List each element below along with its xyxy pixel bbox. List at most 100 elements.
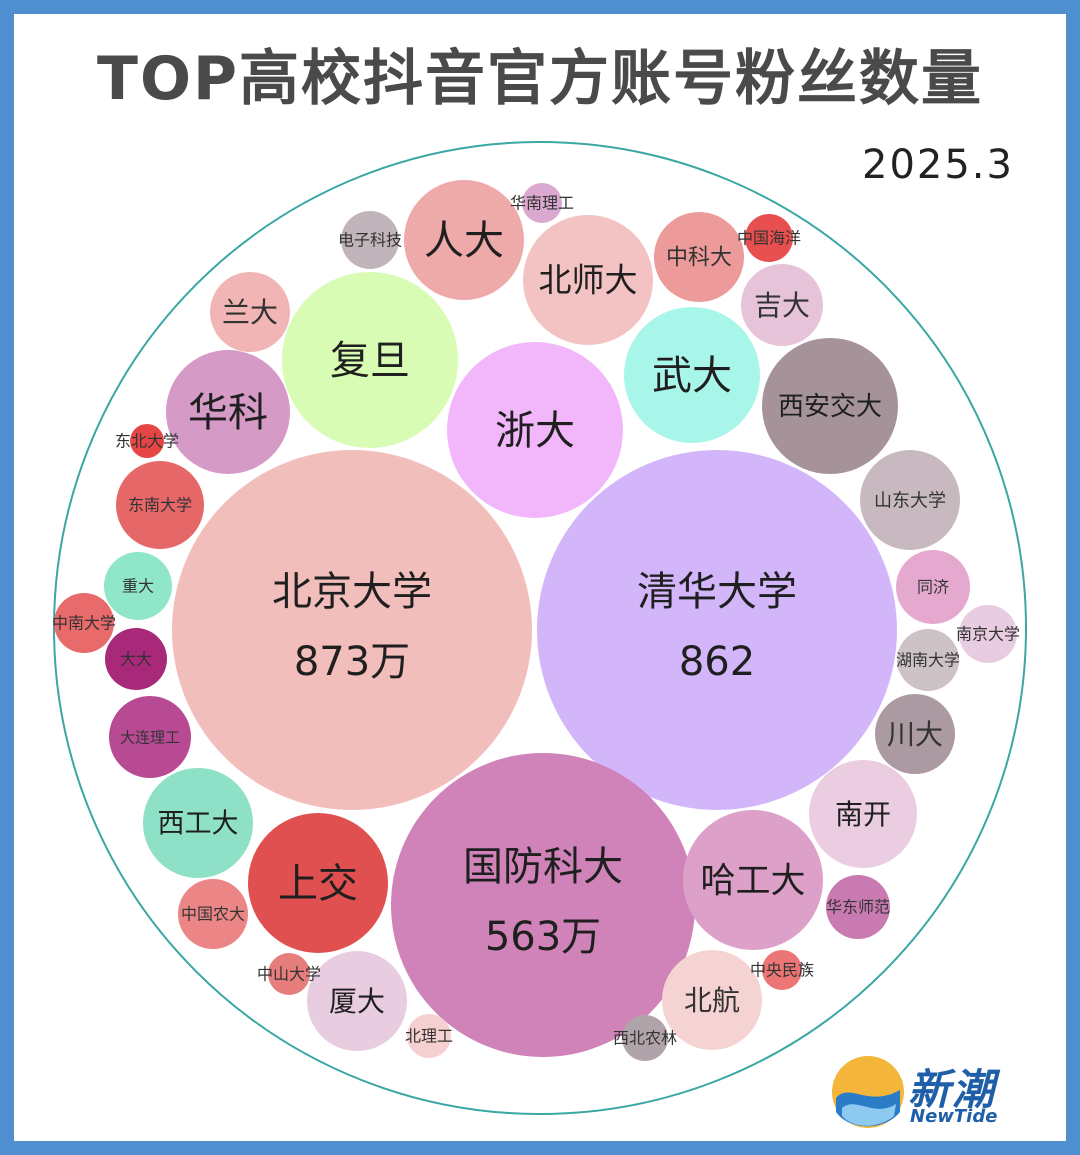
bubble-21: 川大 bbox=[875, 694, 955, 774]
bubble-label: 北京大学 bbox=[272, 569, 432, 615]
bubble-label: 重大 bbox=[122, 577, 154, 596]
bubble-label: 兰大 bbox=[222, 296, 278, 329]
bubble-label: 华科 bbox=[188, 390, 268, 436]
bubble-circle bbox=[622, 1015, 668, 1061]
bubble-label: 人大 bbox=[424, 218, 504, 264]
bubble-label: 中央民族 bbox=[750, 961, 814, 980]
bubble-10: 人大 bbox=[404, 180, 524, 300]
bubble-circle bbox=[896, 550, 970, 624]
bubble-circle bbox=[762, 338, 898, 474]
bubble-13: 厦大 bbox=[307, 951, 407, 1051]
bubble-0: 北京大学 873万 bbox=[172, 450, 532, 810]
bubble-4: 浙大 bbox=[447, 342, 623, 518]
bubble-18: 吉大 bbox=[741, 264, 823, 346]
bubble-label: 大连理工 bbox=[120, 728, 180, 746]
bubble-38: 东北大学 bbox=[115, 424, 179, 458]
bubble-34: 中山大学 bbox=[257, 953, 321, 995]
bubble-label: 东北大学 bbox=[115, 432, 179, 451]
bubble-circle bbox=[178, 879, 248, 949]
bubble-label: 华东师范 bbox=[826, 898, 890, 917]
bubble-circle bbox=[210, 272, 290, 352]
bubble-circle bbox=[143, 768, 253, 878]
bubble-label: 中山大学 bbox=[257, 965, 321, 984]
bubble-value-label: 563万 bbox=[485, 914, 601, 960]
bubble-15: 中科大 bbox=[654, 212, 744, 302]
bubble-label: 北航 bbox=[684, 984, 740, 1017]
newtide-logo: 新潮 NewTide bbox=[828, 1052, 1028, 1132]
bubble-circle bbox=[307, 951, 407, 1051]
bubble-circle bbox=[116, 461, 204, 549]
bubble-label: 西安交大 bbox=[778, 392, 882, 422]
bubble-circle bbox=[109, 696, 191, 778]
bubble-17: 山东大学 bbox=[860, 450, 960, 550]
bubble-label: 北师大 bbox=[539, 261, 638, 300]
bubble-circle bbox=[130, 424, 164, 458]
bubble-6: 上交 bbox=[248, 813, 388, 953]
bubble-7: 武大 bbox=[624, 307, 760, 443]
bubble-circle bbox=[404, 180, 524, 300]
bubble-circle bbox=[741, 264, 823, 346]
bubble-36: 中国海洋 bbox=[737, 214, 801, 262]
bubble-30: 大大 bbox=[105, 628, 167, 690]
bubble-label: 上交 bbox=[278, 861, 358, 907]
bubble-22: 华东师范 bbox=[826, 875, 890, 939]
bubble-circle bbox=[826, 875, 890, 939]
bubble-label: 南开 bbox=[835, 798, 891, 831]
bubble-29: 南京大学 bbox=[956, 605, 1020, 663]
bubble-3: 复旦 bbox=[282, 272, 458, 448]
bubble-label: 电子科技 bbox=[338, 231, 402, 250]
bubble-37: 华南理工 bbox=[510, 183, 574, 223]
bubble-circle bbox=[282, 272, 458, 448]
bubble-12: 南开 bbox=[809, 760, 917, 868]
bubble-28: 中南大学 bbox=[52, 593, 116, 653]
bubble-label: 中国农大 bbox=[181, 905, 245, 924]
bubble-31: 电子科技 bbox=[338, 211, 402, 269]
bubble-23: 重大 bbox=[104, 552, 172, 620]
bubble-circle bbox=[522, 183, 562, 223]
bubble-circle bbox=[447, 342, 623, 518]
bubble-19: 东南大学 bbox=[116, 461, 204, 549]
bubble-circle bbox=[662, 950, 762, 1050]
bubble-circle bbox=[105, 628, 167, 690]
bubble-14: 西工大 bbox=[143, 768, 253, 878]
bubble-circle bbox=[172, 450, 532, 810]
bubble-circle bbox=[407, 1014, 451, 1058]
bubble-circle bbox=[268, 953, 310, 995]
bubble-9: 北师大 bbox=[523, 215, 653, 345]
bubble-circle bbox=[875, 694, 955, 774]
bubble-label: 厦大 bbox=[329, 985, 385, 1018]
bubble-circle bbox=[809, 760, 917, 868]
bubble-circle bbox=[762, 950, 802, 990]
bubble-label: 山东大学 bbox=[874, 490, 946, 511]
bubble-2: 国防科大 563万 bbox=[391, 753, 695, 1057]
bubble-circle bbox=[523, 215, 653, 345]
bubble-label: 西北农林 bbox=[613, 1029, 677, 1048]
bubble-label: 浙大 bbox=[495, 408, 575, 454]
bubble-label: 清华大学 bbox=[637, 569, 797, 615]
bubble-label: 大大 bbox=[120, 650, 152, 669]
bubble-label: 中国海洋 bbox=[737, 229, 801, 248]
bubble-circle bbox=[654, 212, 744, 302]
bubble-1: 清华大学 862 bbox=[537, 450, 897, 810]
bubble-label: 北理工 bbox=[405, 1027, 453, 1046]
bubble-label: 西工大 bbox=[158, 808, 239, 839]
bubble-pack-boundary bbox=[53, 141, 1027, 1115]
chart-title: TOP高校抖音官方账号粉丝数量 bbox=[97, 44, 983, 114]
bubble-circle bbox=[537, 450, 897, 810]
bubble-value-label: 862 bbox=[679, 639, 755, 685]
bubble-27: 兰大 bbox=[210, 272, 290, 352]
bubble-24: 同济 bbox=[896, 550, 970, 624]
bubble-label: 中南大学 bbox=[52, 614, 116, 633]
bubble-circle bbox=[745, 214, 793, 262]
bubble-circle bbox=[104, 552, 172, 620]
bubble-label: 国防科大 bbox=[463, 844, 623, 890]
bubble-26: 湖南大学 bbox=[896, 629, 960, 691]
bubble-label: 吉大 bbox=[754, 289, 810, 322]
bubble-circle bbox=[166, 350, 290, 474]
wave-logo-icon bbox=[832, 1056, 904, 1128]
bubble-circle bbox=[624, 307, 760, 443]
bubble-circle bbox=[391, 753, 695, 1057]
bubble-33: 西北农林 bbox=[613, 1015, 677, 1061]
bubble-25: 中国农大 bbox=[178, 879, 248, 949]
bubble-11: 华科 bbox=[166, 350, 290, 474]
